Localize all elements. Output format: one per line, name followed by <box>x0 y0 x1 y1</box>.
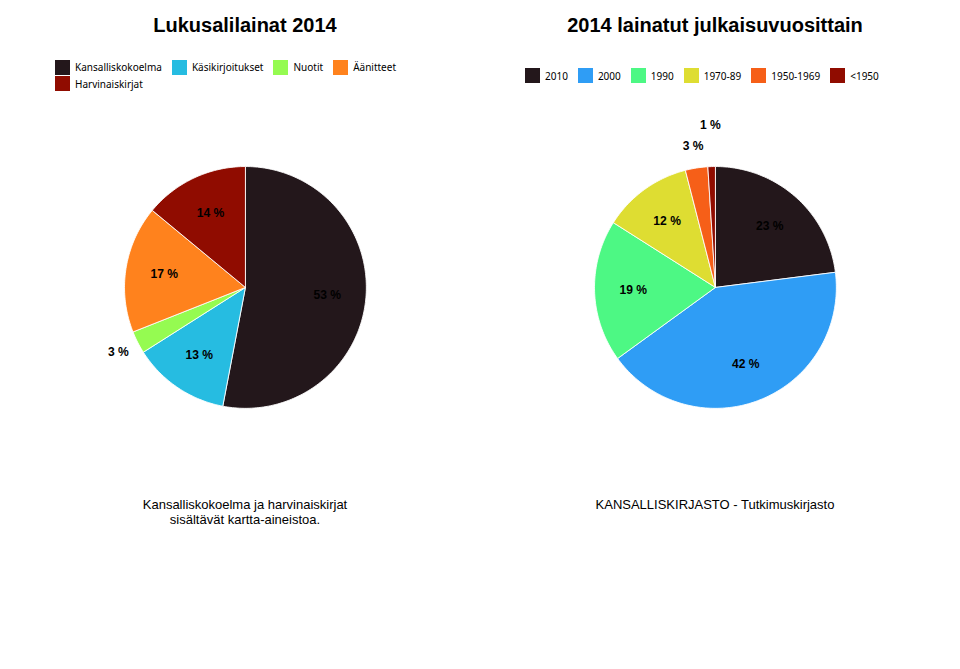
html-text:Harvinaiskirjat: Harvinaiskirjat <box>75 76 143 91</box>
html-text:Kansalliskokoelma: Kansalliskokoelma <box>75 60 162 75</box>
svg-text:12 %: 12 % <box>653 214 681 228</box>
html-text:1970-89: 1970-89 <box>703 68 742 83</box>
svg-text:23 %: 23 % <box>756 219 784 233</box>
svg-text:53 %: 53 % <box>314 288 342 302</box>
svg-text:14 %: 14 % <box>197 206 225 220</box>
html-text:KANSALLISKIRJASTO - Tutkimuski: KANSALLISKIRJASTO - Tutkimuskirjasto <box>595 497 835 512</box>
html-text:1950-1969: 1950-1969 <box>771 68 821 83</box>
html-text:Lukusalilainat 2014: Lukusalilainat 2014 <box>153 14 337 36</box>
html-text:Nuotit: Nuotit <box>293 60 324 75</box>
svg-text:13 %: 13 % <box>185 348 213 362</box>
html-text:Äänitteet: Äänitteet <box>353 60 396 75</box>
html-text:2010: 2010 <box>545 68 568 83</box>
svg-text:1 %: 1 % <box>700 118 721 132</box>
html-text:2014 lainatut julkaisuvuositta: 2014 lainatut julkaisuvuosittain <box>567 14 863 36</box>
html-text:Käsikirjoitukset: Käsikirjoitukset <box>191 60 264 75</box>
svg-text:42 %: 42 % <box>732 357 760 371</box>
html-text:<1950: <1950 <box>850 68 879 83</box>
svg-text:3 %: 3 % <box>108 345 129 359</box>
html-text:2000: 2000 <box>597 68 621 83</box>
html-text:1990: 1990 <box>650 68 674 83</box>
svg-text:3 %: 3 % <box>683 139 704 153</box>
svg-text:17 %: 17 % <box>150 267 178 281</box>
html-text:Kansalliskokoelma ja harvinais: Kansalliskokoelma ja harvinaiskirjat sis… <box>142 497 348 527</box>
svg-text:19 %: 19 % <box>619 283 647 297</box>
